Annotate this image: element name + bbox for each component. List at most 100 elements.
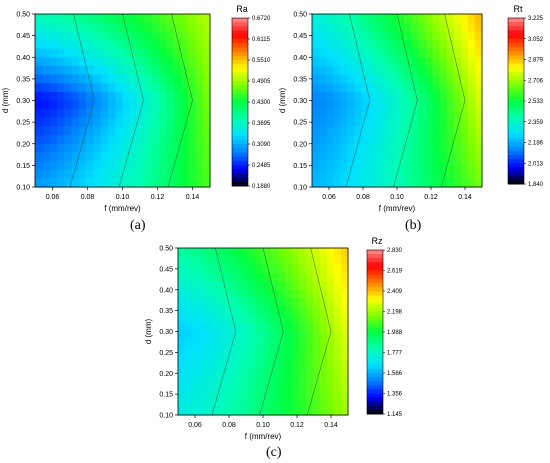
colorbar-segment [508, 59, 524, 65]
heatmap-cell [333, 364, 342, 374]
heatmap-cell [411, 31, 419, 41]
heatmap-cell [115, 126, 124, 136]
colorbar-segment [232, 72, 248, 78]
heatmap-cell [35, 152, 43, 162]
heatmap-cell [178, 314, 186, 324]
heatmap-cell [270, 264, 278, 274]
heatmap-cell [202, 109, 211, 119]
heatmap-cell [284, 373, 292, 383]
heatmap-cell [333, 273, 342, 282]
heatmap-cell [180, 39, 189, 50]
heatmap-cell [432, 74, 441, 84]
heatmap-cell [460, 100, 469, 110]
heatmap-cell [347, 14, 356, 24]
heatmap-cell [432, 83, 441, 93]
heatmap-cell [173, 14, 182, 24]
heatmap-cell [340, 178, 349, 188]
heatmap-cell [460, 135, 469, 145]
heatmap-cell [144, 14, 153, 24]
heatmap-cell [326, 135, 334, 145]
heatmap-cell [78, 126, 87, 136]
colorbar-tick-label: 3.052 [528, 37, 544, 43]
heatmap-cell [71, 100, 80, 110]
heatmap-cell [166, 39, 175, 50]
heatmap-cell [319, 117, 327, 128]
heatmap-cell [425, 109, 434, 119]
heatmap-cell [180, 22, 189, 32]
heatmap-cell [425, 152, 434, 162]
heatmap-cell [178, 331, 186, 341]
heatmap-cell [185, 264, 193, 274]
heatmap-cell [312, 39, 320, 50]
heatmap-cell [234, 256, 243, 266]
colorbar-segment [367, 270, 383, 276]
heatmap-cell [439, 109, 448, 119]
heatmap-cell [368, 83, 377, 93]
heatmap-cell [411, 83, 419, 93]
heatmap-cell [213, 256, 222, 266]
heatmap-cell [206, 314, 215, 324]
heatmap-cell [71, 22, 80, 32]
heatmap-cell [107, 178, 116, 188]
colorbar-segment [232, 64, 248, 69]
heatmap-cell [185, 248, 193, 257]
heatmap-cell [64, 65, 73, 76]
heatmap-cell [188, 100, 197, 110]
heatmap-cell [375, 161, 384, 171]
heatmap-cell [270, 398, 278, 408]
heatmap-cell [180, 31, 189, 41]
heatmap-cell [418, 14, 426, 24]
heatmap-cell [439, 161, 448, 171]
heatmap-cell [284, 348, 292, 358]
heatmap-cell [347, 109, 356, 119]
heatmap-cell [446, 161, 455, 171]
heatmap-cell [319, 14, 327, 24]
heatmap-cell [49, 143, 58, 153]
heatmap-cell [213, 264, 222, 274]
heatmap-cell [312, 364, 321, 374]
heatmap-cell [202, 100, 211, 110]
heatmap-cell [49, 109, 58, 119]
heatmap-cell [382, 83, 391, 93]
heatmap-cell [227, 373, 236, 383]
heatmap-cell [100, 109, 109, 119]
heatmap-cell [122, 117, 131, 128]
heatmap-cell [305, 398, 314, 408]
colorbar-tick-label: 2.533 [528, 99, 544, 105]
heatmap-cell [49, 22, 58, 32]
y-tick-label: 0.30 [159, 329, 173, 336]
heatmap-cell [173, 161, 182, 171]
contour-line [306, 247, 332, 416]
heatmap-cell [277, 398, 285, 408]
heatmap-cell [49, 14, 58, 24]
heatmap-cell [397, 126, 405, 136]
heatmap-cell [78, 117, 87, 128]
heatmap-cell [137, 91, 145, 102]
heatmap-cell [446, 91, 455, 102]
colorbar-segment [367, 327, 383, 333]
heatmap-cell [144, 178, 153, 188]
heatmap-cell [340, 22, 349, 32]
heatmap-cell [199, 348, 207, 358]
heatmap-cell [71, 91, 80, 102]
heatmap-cell [255, 306, 264, 316]
heatmap-cell [305, 389, 314, 399]
heatmap-cell [199, 256, 207, 266]
heatmap-cell [291, 339, 300, 349]
heatmap-cell [368, 100, 377, 110]
heatmap-cell [326, 256, 335, 266]
heatmap-cell [291, 398, 300, 408]
heatmap-cell [305, 289, 314, 299]
colorbar-segment [232, 60, 248, 65]
heatmap-cell [291, 356, 300, 366]
heatmap-cell [122, 14, 131, 24]
heatmap-cell [382, 143, 391, 153]
colorbar-segment [232, 34, 248, 40]
heatmap-cell [425, 83, 434, 93]
heatmap-cell [368, 169, 377, 179]
heatmap-cell [199, 323, 207, 333]
heatmap-cell [180, 14, 189, 24]
heatmap-cell [100, 57, 109, 67]
colorbar-segment [367, 282, 383, 288]
heatmap-cell [255, 389, 264, 399]
